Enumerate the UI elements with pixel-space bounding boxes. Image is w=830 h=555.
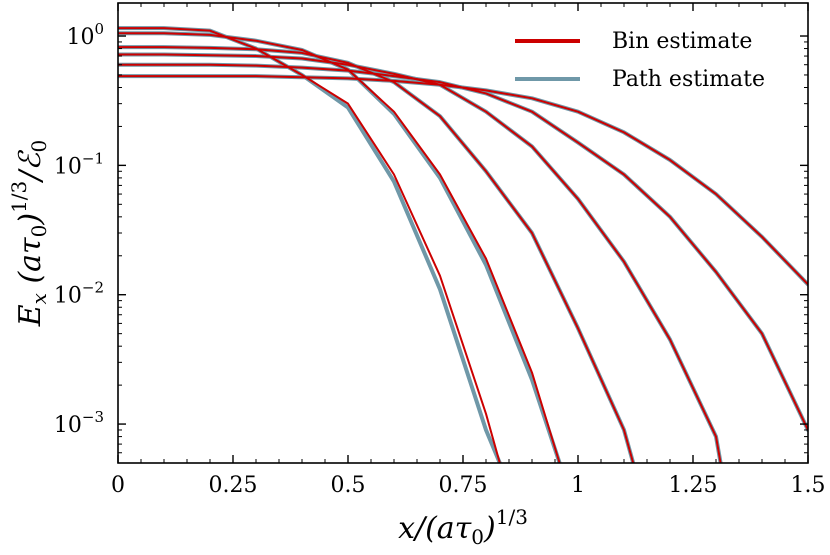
path-estimate-line — [118, 62, 808, 432]
x-tick-label: 1.25 — [669, 473, 718, 498]
legend-label: Bin estimate — [612, 29, 752, 54]
x-tick-label: 1 — [571, 473, 585, 498]
y-tick-label: 100 — [66, 20, 104, 50]
x-tick-label: 0.75 — [439, 473, 488, 498]
x-tick-label: 0.25 — [209, 473, 258, 498]
bin-estimate-line — [118, 53, 722, 463]
bin-estimate-line — [118, 27, 501, 463]
bin-estimate-line — [118, 63, 808, 431]
y-axis-title: Ex (aτ0)1/3/ℰ0 — [7, 140, 51, 328]
bin-estimate-line — [118, 46, 635, 463]
x-tick-label: 0.5 — [331, 473, 366, 498]
path-estimate-line — [118, 52, 723, 463]
path-estimate-line — [118, 45, 636, 463]
legend-label: Path estimate — [612, 67, 765, 92]
tick-layer: 0 0.25 0.5 0.75 1 1.25 1.5 100 10−1 10−2 10−3 — [54, 3, 826, 498]
y-tick-label: 10−2 — [54, 279, 104, 309]
x-axis-title: x/(aτ0)1/3 — [398, 505, 528, 549]
bin-estimate-line — [118, 32, 561, 463]
legend: Bin estimate Path estimate — [515, 29, 765, 92]
x-tick-label: 1.5 — [791, 473, 826, 498]
y-tick-label: 10−3 — [54, 408, 104, 438]
path-estimate-line — [118, 74, 808, 287]
path-estimate-line — [118, 26, 502, 463]
series-layer — [118, 26, 808, 463]
y-tick-label: 10−1 — [54, 149, 104, 179]
bin-estimate-line — [118, 75, 808, 286]
x-tick-label: 0 — [111, 473, 125, 498]
